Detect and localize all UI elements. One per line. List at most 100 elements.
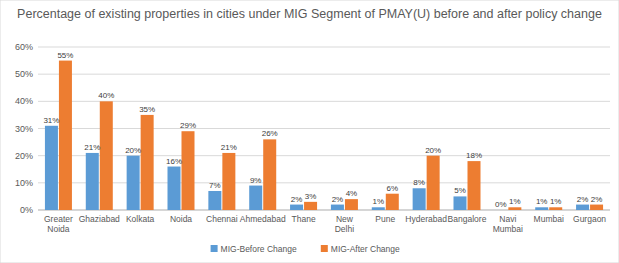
x-tick-label: NewDelhi [335, 214, 354, 234]
chart-title: Percentage of existing properties in cit… [17, 7, 602, 21]
data-label: 2% [332, 195, 344, 204]
data-label: 3% [305, 192, 317, 201]
data-label: 55% [57, 51, 73, 60]
x-tick-label-line: Kolkata [126, 214, 155, 224]
bar [45, 126, 58, 210]
x-tick-label-line: Greater [44, 214, 73, 224]
x-tick-label-line: Thane [292, 214, 316, 224]
x-tick-label-line: Delhi [335, 224, 354, 234]
grid-line [38, 128, 610, 129]
bar [413, 188, 426, 210]
data-label: 20% [125, 146, 141, 155]
data-label: 35% [139, 105, 155, 114]
x-tick-label-line: Navi [499, 214, 516, 224]
y-tick-label: 30% [15, 124, 33, 134]
grid-line [38, 182, 610, 183]
data-label: 18% [466, 151, 482, 160]
bar [386, 194, 399, 210]
bar [345, 199, 358, 210]
data-label: 4% [346, 189, 358, 198]
bar [304, 202, 317, 210]
x-tick-label: NaviMumbai [493, 214, 523, 234]
data-label: 21% [84, 143, 100, 152]
bar [331, 205, 344, 210]
x-tick-label: Gurgaon [573, 214, 606, 224]
x-tick-label-line: Ghaziabad [79, 214, 120, 224]
data-label: 2% [577, 195, 589, 204]
data-label: 26% [262, 129, 278, 138]
data-label: 0% [495, 200, 507, 209]
chart-svg: Percentage of existing properties in cit… [0, 0, 619, 263]
data-label: 8% [413, 178, 425, 187]
data-label: 5% [454, 186, 466, 195]
data-label: 21% [221, 143, 237, 152]
data-label: 29% [180, 121, 196, 130]
y-tick-label: 40% [15, 96, 33, 106]
data-label: 6% [387, 184, 399, 193]
data-label: 9% [250, 176, 262, 185]
bar [535, 207, 548, 210]
bar [508, 207, 521, 210]
grid-line [38, 155, 610, 156]
bars-group [45, 61, 603, 210]
bar [182, 131, 195, 210]
grid-line [38, 210, 610, 211]
bar [127, 156, 140, 210]
bar [590, 205, 603, 210]
data-label: 2% [591, 195, 603, 204]
background [0, 0, 619, 263]
x-tick-label-line: Pune [375, 214, 395, 224]
bar [494, 210, 507, 211]
legend-label: MIG-Before Change [221, 244, 297, 254]
grid-line [38, 47, 610, 48]
legend: MIG-Before Change MIG-After Change [211, 244, 400, 254]
data-label: 1% [550, 197, 562, 206]
data-label: 2% [291, 195, 303, 204]
x-tick-label: Kolkata [126, 214, 155, 224]
x-tick-label: Ahmedabad [240, 214, 286, 224]
x-tick-label-line: Ahmedabad [240, 214, 286, 224]
x-tick-label-line: Mumbai [534, 214, 564, 224]
x-tick-label-line: New [336, 214, 354, 224]
bar [100, 101, 113, 210]
bar [263, 139, 276, 210]
x-tick-label-line: Noida [170, 214, 192, 224]
data-label: 31% [43, 116, 59, 125]
bar [222, 153, 235, 210]
chart-container: Percentage of existing properties in cit… [0, 0, 619, 263]
bar [427, 156, 440, 210]
y-tick-label: 10% [15, 178, 33, 188]
bar [141, 115, 154, 210]
x-tick-label-line: Bangalore [448, 214, 487, 224]
x-tick-label: Chennai [206, 214, 238, 224]
grid-line [38, 74, 610, 75]
bar [468, 161, 481, 210]
data-label: 1% [373, 197, 385, 206]
y-tick-label: 20% [15, 151, 33, 161]
x-tick-label: Pune [375, 214, 395, 224]
x-tick-label: Noida [170, 214, 192, 224]
bar [576, 205, 589, 210]
data-label: 1% [509, 197, 521, 206]
bar [208, 191, 221, 210]
grid-line [38, 101, 610, 102]
data-label: 20% [425, 146, 441, 155]
bar [290, 205, 303, 210]
x-tick-label: Hyderabad [405, 214, 447, 224]
bar [372, 207, 385, 210]
legend-label: MIG-After Change [331, 244, 400, 254]
bar [59, 61, 72, 210]
legend-swatch [211, 245, 218, 252]
x-tick-label-line: Chennai [206, 214, 238, 224]
data-labels-group: 31%21%20%16%7%9%2%2%1%8%5%0%1%2%55%40%35… [43, 51, 602, 209]
data-label: 16% [166, 157, 182, 166]
bar [86, 153, 99, 210]
y-tick-label: 60% [15, 42, 33, 52]
x-tick-label-line: Gurgaon [573, 214, 606, 224]
bar [454, 196, 467, 210]
data-label: 1% [536, 197, 548, 206]
data-label: 40% [98, 91, 114, 100]
x-tick-label: Mumbai [534, 214, 564, 224]
x-tick-label: Thane [292, 214, 316, 224]
x-tick-label-line: Hyderabad [405, 214, 447, 224]
